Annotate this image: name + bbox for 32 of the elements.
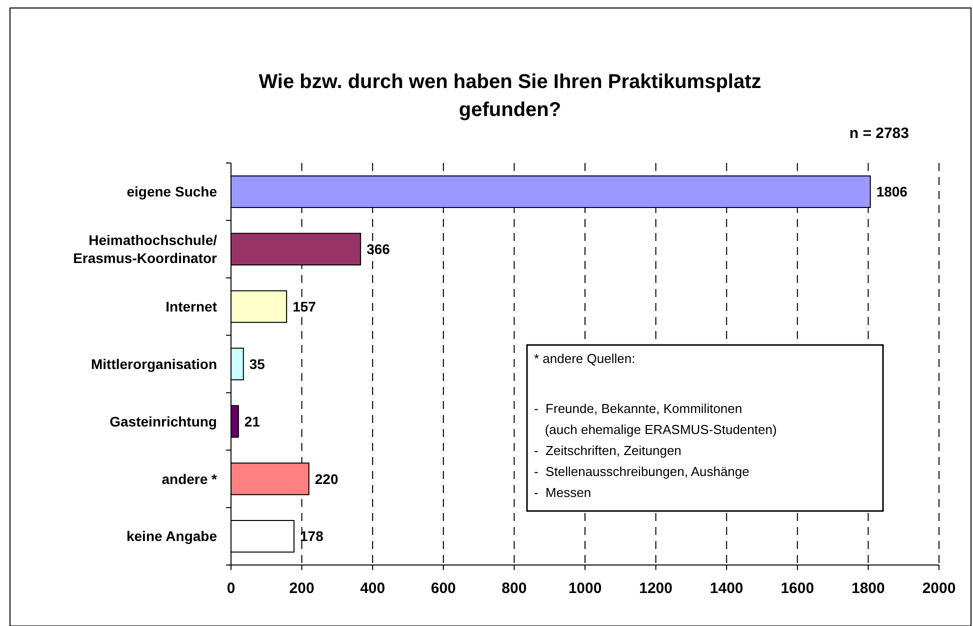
y-tick-label: eigene Suche — [126, 184, 218, 200]
x-tick-label: 2000 — [922, 580, 956, 597]
annotation: - Stellenausschreibungen, Aushänge — [534, 464, 750, 479]
y-tick-label: Internet — [166, 298, 218, 314]
data-label: 178 — [300, 528, 324, 544]
y-tick-label: andere * — [162, 470, 218, 487]
x-tick-label: 1000 — [568, 580, 602, 597]
chart-title: Wie bzw. durch wen haben Sie Ihren Praktikumsplatz gefunden? — [258, 71, 762, 121]
x-tick-label: 800 — [502, 580, 527, 597]
y-tick-label: Heimathochschule/ Erasmus-Koordinator — [73, 232, 218, 266]
y-tick-label: Gasteinrichtung — [110, 413, 217, 430]
annotation: - Freunde, Bekannte, Kommilitonen — [534, 401, 742, 416]
x-tick-label: 0 — [226, 580, 236, 597]
data-label: 220 — [314, 470, 338, 487]
annotation: - Messen — [534, 485, 592, 500]
annotation: * andere Quellen: — [534, 351, 636, 366]
y-tick-label: Mittlerorganisation — [90, 356, 217, 372]
data-label: 1806 — [876, 184, 908, 200]
x-tick-label: 400 — [360, 580, 386, 597]
data-label: 35 — [249, 356, 266, 372]
chart-subtitle: n = 2783 — [849, 125, 909, 142]
x-tick-label: 1200 — [639, 580, 672, 597]
annotation: - Zeitschriften, Zeitungen — [534, 443, 682, 458]
x-tick-label: 600 — [430, 580, 456, 597]
x-tick-label: 1600 — [780, 580, 814, 597]
x-tick-label: 200 — [289, 580, 314, 597]
y-tick-label: keine Angabe — [126, 528, 218, 544]
annotation: (auch ehemalige ERASMUS-Studenten) — [534, 422, 777, 437]
x-tick-label: 1800 — [852, 580, 885, 597]
x-tick-label: 1400 — [710, 580, 744, 597]
data-label: 366 — [366, 241, 390, 258]
data-label: 21 — [244, 413, 260, 430]
